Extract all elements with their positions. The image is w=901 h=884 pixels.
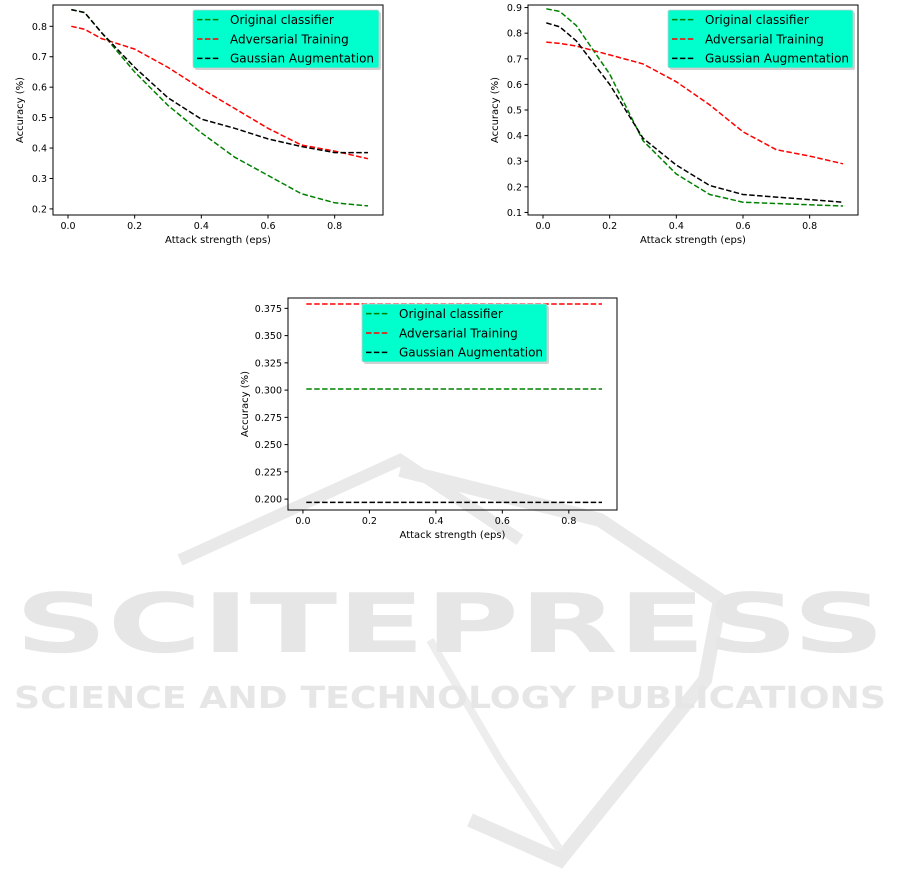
- x-tick-label: 0.6: [735, 221, 750, 232]
- watermark-title: SCITEPRESS: [15, 577, 885, 672]
- y-axis-label: Accuracy (%): [240, 371, 251, 437]
- watermark-swoosh: [177, 453, 728, 869]
- watermark-subtitle: SCIENCE AND TECHNOLOGY PUBLICATIONS: [14, 681, 886, 716]
- y-tick-label: 0.5: [32, 113, 47, 124]
- y-tick-label: 0.4: [32, 144, 47, 155]
- legend-label-gaussian-augmentation: Gaussian Augmentation: [230, 52, 374, 66]
- plot-frame: [52, 4, 384, 216]
- y-tick-label: 0.1: [507, 208, 522, 219]
- y-tick-label: 0.350: [255, 331, 282, 342]
- series-line-adversarial-training: [71, 25, 369, 160]
- y-tick-label: 0.6: [507, 80, 522, 91]
- x-tick-label: 0.8: [327, 221, 342, 232]
- x-tick-label: 0.0: [535, 221, 550, 232]
- y-tick-label: 0.325: [255, 358, 282, 369]
- y-tick-label: 0.7: [507, 54, 522, 65]
- plot-frame: [287, 297, 618, 511]
- x-tick-label: 0.6: [495, 516, 510, 527]
- legend-box: [667, 9, 854, 69]
- legend-label-adversarial-training: Adversarial Training: [705, 32, 824, 46]
- series-line-original-classifier: [71, 8, 369, 207]
- x-tick-label: 0.2: [362, 516, 377, 527]
- y-axis-label: Accuracy (%): [490, 77, 501, 143]
- x-tick-label: 0.8: [802, 221, 817, 232]
- y-tick-label: 0.225: [255, 467, 282, 478]
- y-tick-label: 0.2: [32, 204, 47, 215]
- x-tick-label: 0.2: [602, 221, 617, 232]
- y-tick-label: 0.2: [507, 182, 522, 193]
- legend-box: [192, 9, 380, 69]
- series-line-adversarial-training: [546, 41, 844, 165]
- x-tick-label: 0.4: [194, 221, 209, 232]
- x-tick-label: 0.0: [60, 221, 75, 232]
- legend-label-original-classifier: Original classifier: [705, 13, 809, 27]
- x-tick-label: 0.0: [295, 516, 310, 527]
- y-tick-label: 0.5: [507, 106, 522, 117]
- legend-label-gaussian-augmentation: Gaussian Augmentation: [705, 52, 849, 66]
- legend: Original classifier Adversarial Training G…: [667, 9, 855, 70]
- legend-label-gaussian-augmentation: Gaussian Augmentation: [399, 346, 543, 360]
- y-tick-label: 0.3: [507, 157, 522, 168]
- legend-label-adversarial-training: Adversarial Training: [399, 326, 518, 340]
- x-tick-label: 0.4: [669, 221, 684, 232]
- y-tick-label: 0.200: [255, 495, 282, 506]
- legend-label-adversarial-training: Adversarial Training: [230, 32, 349, 46]
- y-tick-label: 0.8: [507, 29, 522, 40]
- legend-box: [361, 303, 548, 363]
- y-tick-label: 0.7: [32, 52, 47, 63]
- series-line-original-classifier: [546, 8, 844, 207]
- legend-label-original-classifier: Original classifier: [399, 307, 503, 321]
- y-tick-label: 0.8: [32, 22, 47, 33]
- x-axis-label: Attack strength (eps): [400, 530, 506, 541]
- x-tick-label: 0.6: [260, 221, 275, 232]
- y-tick-label: 0.6: [32, 83, 47, 94]
- x-axis-label: Attack strength (eps): [165, 235, 271, 246]
- y-tick-label: 0.375: [255, 304, 282, 315]
- x-tick-label: 0.4: [428, 516, 443, 527]
- legend: Original classifier Adversarial Training G…: [192, 9, 381, 70]
- legend: Original classifier Adversarial Training G…: [361, 303, 549, 364]
- x-axis-label: Attack strength (eps): [640, 235, 746, 246]
- series-line-gaussian-augmentation: [71, 8, 368, 154]
- y-tick-label: 0.9: [507, 3, 522, 14]
- x-tick-label: 0.8: [561, 516, 576, 527]
- y-tick-label: 0.300: [255, 386, 282, 397]
- y-tick-label: 0.4: [507, 131, 522, 142]
- legend-label-original-classifier: Original classifier: [230, 13, 334, 27]
- x-tick-label: 0.2: [127, 221, 142, 232]
- y-tick-label: 0.275: [255, 413, 282, 424]
- y-tick-label: 0.3: [32, 174, 47, 185]
- series-line-gaussian-augmentation: [546, 22, 844, 203]
- y-axis-label: Accuracy (%): [15, 77, 26, 143]
- y-tick-label: 0.250: [255, 440, 282, 451]
